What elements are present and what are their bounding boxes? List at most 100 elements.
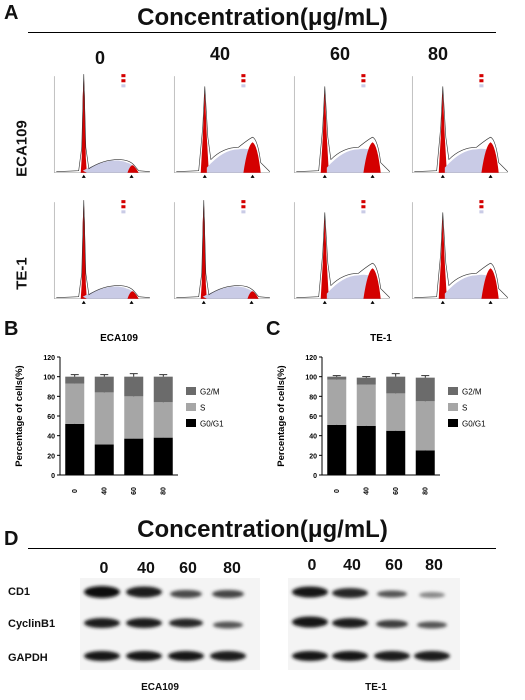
- wb-conc-eca109-0: 0: [99, 560, 109, 577]
- histogram-te1-40: [162, 192, 274, 314]
- bar-segment-s: [94, 392, 114, 445]
- wb-conc-te1-80: 80: [425, 557, 443, 574]
- stacked-bar-chart-te1: TE-1 Percentage of cells(%) 0 20 40 60 80 100 12…: [276, 333, 486, 495]
- y-tick-label: 80: [309, 394, 317, 401]
- bar-segment-g2m: [65, 376, 85, 384]
- y-tick-label: 120: [305, 355, 317, 362]
- x-tick-label: 40: [363, 487, 370, 495]
- bar-segment-g2m: [327, 376, 347, 380]
- legend-swatch: [448, 387, 458, 395]
- legend-label: G2/M: [462, 388, 482, 397]
- panel-d-underline: [28, 548, 496, 549]
- protein-label-cd1: CD1: [8, 586, 31, 598]
- y-axis-label: Percentage of cells(%): [14, 365, 25, 466]
- histogram-eca109-60: [282, 66, 394, 188]
- bar-segment-g0g1: [153, 437, 173, 475]
- conc-label-a-0: 0: [94, 48, 105, 68]
- panel-c-letter: C: [266, 318, 281, 340]
- y-tick-label: 0: [313, 473, 317, 480]
- wb-conc-te1-40: 40: [343, 557, 361, 574]
- y-tick-label: 20: [47, 453, 55, 460]
- y-tick-label: 40: [47, 434, 55, 441]
- y-tick-label: 20: [309, 453, 317, 460]
- legend-label: S: [462, 404, 467, 413]
- cell-label-te1: TE-1: [365, 682, 387, 693]
- panel-a-letter: A: [4, 2, 19, 24]
- x-tick-label: 80: [422, 487, 429, 495]
- bar-segment-g2m: [386, 376, 406, 394]
- wb-conc-eca109-80: 80: [223, 560, 241, 577]
- x-tick-label: 0: [72, 489, 79, 493]
- protein-label-gapdh: GAPDH: [8, 652, 48, 664]
- stacked-bar-chart-eca109: ECA109 Percentage of cells(%) 0 20 40 60 80 100…: [14, 333, 224, 495]
- bar-segment-s: [124, 396, 144, 439]
- bar-segment-s: [386, 393, 406, 431]
- conc-label-a-80: 80: [427, 44, 449, 64]
- conc-label-a-60: 60: [329, 44, 351, 64]
- bar-segment-g0g1: [124, 438, 144, 475]
- bar-segment-s: [327, 379, 347, 425]
- bar-segment-g2m: [153, 376, 173, 403]
- y-tick-label: 60: [47, 414, 55, 421]
- wb-conc-eca109-40: 40: [137, 560, 155, 577]
- legend-label: G0/G1: [462, 420, 486, 429]
- panel-a-underline: [28, 32, 496, 33]
- histogram-te1-80: [400, 192, 512, 314]
- legend-label: G2/M: [200, 388, 220, 397]
- row-label-te1: TE-1: [13, 257, 31, 290]
- legend-label: G0/G1: [200, 420, 224, 429]
- protein-label-cyclinb1: CyclinB1: [8, 618, 56, 630]
- bar-segment-s: [65, 383, 85, 424]
- bar-segment-g0g1: [356, 425, 376, 475]
- chart-title: ECA109: [100, 333, 138, 344]
- legend-swatch: [186, 387, 196, 395]
- histogram-eca109-80: [400, 66, 512, 188]
- legend-label: S: [200, 404, 205, 413]
- x-tick-label: 60: [393, 487, 400, 495]
- x-tick-label: 0: [334, 489, 341, 493]
- x-tick-label: 60: [131, 487, 138, 495]
- cell-label-eca109: ECA109: [141, 682, 179, 693]
- y-axis-label: Percentage of cells(%): [276, 365, 287, 466]
- bar-segment-s: [356, 384, 376, 426]
- legend-swatch: [186, 419, 196, 427]
- x-tick-label: 40: [101, 487, 108, 495]
- y-tick-label: 0: [51, 473, 55, 480]
- western-blot-te1: [288, 578, 460, 670]
- histogram-te1-60: [282, 192, 394, 314]
- bar-segment-g2m: [415, 377, 435, 402]
- y-tick-label: 100: [305, 375, 317, 382]
- bar-segment-g0g1: [386, 430, 406, 475]
- panel-a-title: Concentration(μg/mL): [137, 4, 388, 31]
- bar-segment-s: [415, 401, 435, 451]
- conc-label-a-40: 40: [209, 44, 231, 64]
- y-tick-label: 120: [43, 355, 55, 362]
- bar-segment-g2m: [94, 376, 114, 393]
- legend-swatch: [448, 419, 458, 427]
- chart-title: TE-1: [370, 333, 392, 344]
- y-tick-label: 40: [309, 434, 317, 441]
- bar-segment-g0g1: [65, 423, 85, 475]
- bar-segment-g0g1: [415, 450, 435, 475]
- western-blot-eca109: [80, 578, 260, 670]
- panel-b-letter: B: [4, 318, 19, 340]
- wb-conc-te1-60: 60: [385, 557, 403, 574]
- wb-conc-te1-0: 0: [307, 557, 317, 574]
- histogram-eca109-0: [42, 66, 154, 188]
- bar-segment-g2m: [124, 376, 144, 397]
- panel-d-letter: D: [4, 528, 19, 550]
- bar-segment-s: [153, 402, 173, 438]
- histogram-te1-0: [42, 192, 154, 314]
- y-tick-label: 100: [43, 375, 55, 382]
- bar-segment-g0g1: [327, 424, 347, 475]
- histogram-eca109-40: [162, 66, 274, 188]
- legend-swatch: [448, 403, 458, 411]
- row-label-eca109: ECA109: [13, 120, 31, 177]
- bar-segment-g2m: [356, 377, 376, 385]
- legend-swatch: [186, 403, 196, 411]
- y-tick-label: 60: [309, 414, 317, 421]
- bar-segment-g0g1: [94, 444, 114, 475]
- panel-d-title: Concentration(μg/mL): [137, 516, 388, 543]
- x-tick-label: 80: [160, 487, 167, 495]
- y-tick-label: 80: [47, 394, 55, 401]
